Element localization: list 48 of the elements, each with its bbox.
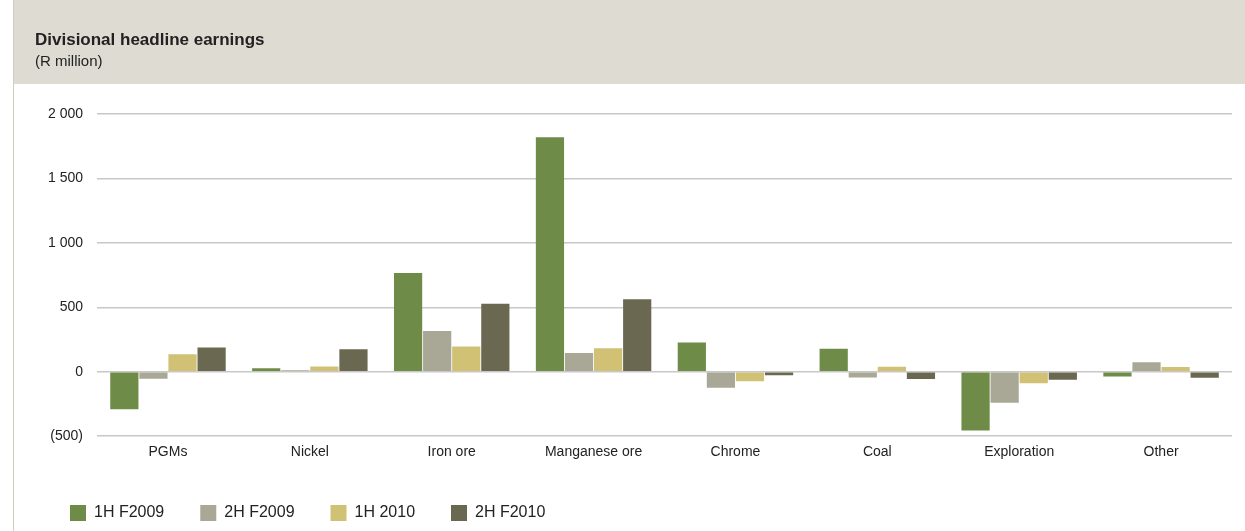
x-tick-label: PGMs [148, 443, 188, 460]
bar [564, 352, 594, 372]
x-tick-label: Manganese ore [544, 443, 643, 460]
bar [535, 137, 565, 372]
y-tick-label: 1 500 [47, 169, 84, 186]
bar [594, 348, 623, 372]
bar [168, 354, 197, 372]
chart-title: Divisional headline earnings [35, 30, 266, 50]
bar [1019, 372, 1048, 384]
y-tick-label: 500 [59, 298, 84, 315]
y-tick-label: 2 000 [47, 104, 84, 121]
bar [819, 348, 848, 372]
bar [423, 330, 452, 372]
bar [139, 372, 168, 379]
y-tick-label: 1 000 [47, 233, 84, 250]
bar [677, 342, 706, 372]
bar [197, 347, 226, 372]
x-tick-label: Chrome [710, 443, 761, 460]
bar [1132, 362, 1161, 372]
x-tick-label: Exploration [984, 443, 1055, 460]
legend-label: 1H F2009 [94, 503, 165, 521]
legend-label: 1H 2010 [354, 503, 416, 521]
bar [393, 272, 423, 372]
bar [481, 303, 510, 372]
bar [452, 346, 481, 372]
bar [906, 372, 936, 379]
bar [1190, 372, 1219, 378]
bar [339, 349, 368, 372]
bar [623, 299, 652, 372]
bar [990, 372, 1019, 403]
chart-subtitle: (R million) [35, 52, 104, 69]
x-tick-label: Other [1143, 443, 1179, 460]
bar [252, 368, 281, 372]
bar [1048, 372, 1077, 380]
bar [735, 372, 765, 382]
x-tick-label: Iron ore [427, 443, 477, 460]
x-tick-label: Nickel [290, 443, 329, 460]
y-tick-label: 0 [75, 362, 84, 379]
bar [110, 372, 139, 410]
bar [1161, 367, 1190, 372]
legend-label: 2H F2010 [475, 503, 546, 521]
legend-label: 2H F2009 [224, 503, 295, 521]
bar [961, 372, 990, 431]
bar [310, 366, 339, 372]
x-tick-label: Coal [862, 443, 892, 460]
bar [877, 366, 906, 372]
y-tick-label: (500) [50, 427, 84, 444]
bar [706, 372, 736, 388]
